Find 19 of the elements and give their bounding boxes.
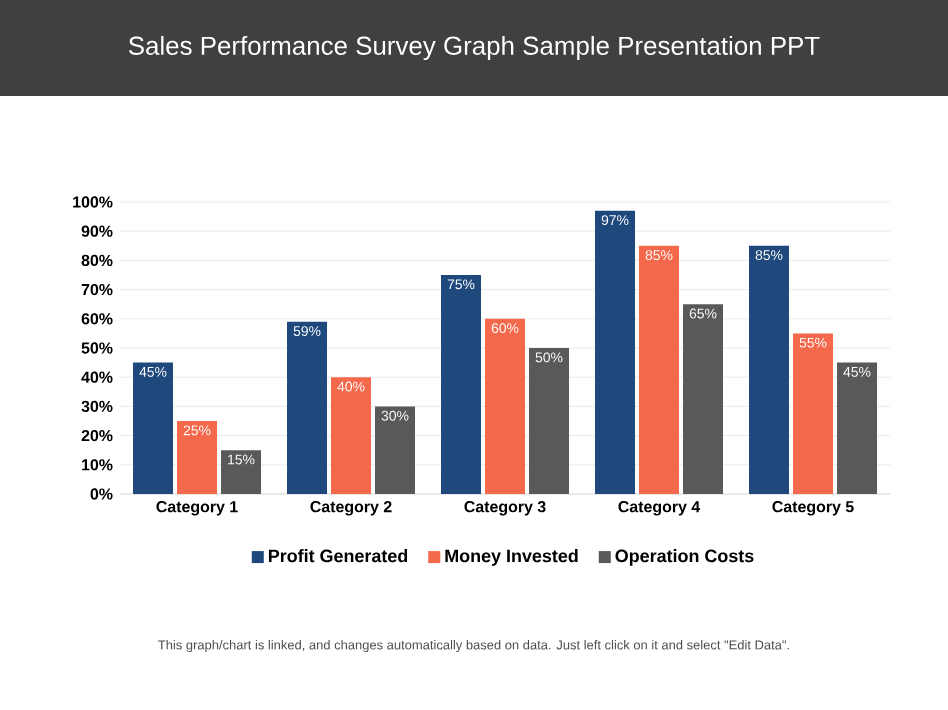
legend-label: Operation Costs	[615, 549, 754, 566]
bar	[683, 304, 724, 494]
bar	[639, 245, 680, 494]
bar	[595, 210, 636, 494]
bar	[177, 421, 218, 494]
bar	[441, 274, 482, 494]
bar	[793, 333, 834, 494]
bar	[375, 406, 416, 494]
bar	[749, 245, 790, 494]
bar	[529, 348, 570, 494]
chart-title: Sales Performance Survey Graph Sample Presentation PPT	[128, 35, 820, 61]
bar	[331, 377, 372, 494]
legend-label: Money Invested	[445, 549, 578, 566]
legend-label: Profit Generated	[268, 549, 408, 563]
bar	[287, 321, 328, 494]
bar	[221, 450, 262, 494]
bar	[485, 318, 526, 494]
bar	[133, 362, 174, 494]
bar	[837, 362, 878, 494]
